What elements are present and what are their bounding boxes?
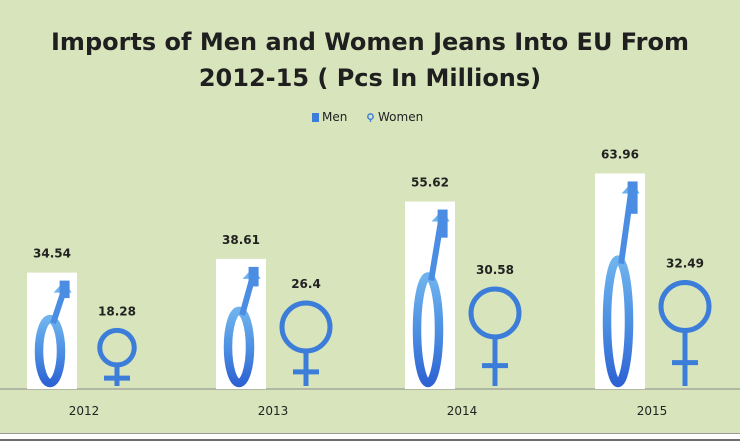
data-label-women-2014: 30.58 bbox=[476, 263, 514, 277]
legend-label-women: Women bbox=[378, 110, 424, 124]
female-symbol-icon bbox=[97, 327, 137, 368]
legend-swatch-men bbox=[312, 112, 319, 122]
legend-entry-women: Women bbox=[366, 110, 423, 124]
legend-entry-men: Men bbox=[312, 110, 347, 124]
male-symbol-icon bbox=[602, 181, 640, 388]
bar-men-2012 bbox=[27, 272, 77, 389]
data-label-men-2014: 55.62 bbox=[411, 176, 449, 190]
male-symbol-icon bbox=[34, 280, 72, 388]
bar-women-2015 bbox=[658, 280, 712, 386]
bar-men-2013 bbox=[216, 258, 266, 389]
data-label-women-2013: 26.4 bbox=[291, 277, 321, 291]
bar-women-2012 bbox=[97, 327, 137, 386]
data-label-men-2015: 63.96 bbox=[601, 147, 639, 161]
data-label-women-2015: 32.49 bbox=[666, 257, 704, 271]
bar-men-2015 bbox=[595, 173, 645, 389]
x-tick-label-2014: 2014 bbox=[447, 404, 478, 418]
bar-men-2014 bbox=[405, 201, 455, 389]
female-symbol-icon bbox=[468, 286, 522, 340]
legend: Men Women bbox=[0, 108, 740, 126]
data-label-men-2013: 38.61 bbox=[222, 233, 260, 247]
bar-women-2013 bbox=[279, 300, 333, 386]
data-label-men-2012: 34.54 bbox=[33, 247, 71, 261]
x-tick-label-2012: 2012 bbox=[69, 404, 100, 418]
x-tick-label-2013: 2013 bbox=[258, 404, 289, 418]
male-symbol-icon bbox=[223, 266, 261, 388]
chart-title-line-2: 2012-15 ( Pcs In Millions) bbox=[198, 64, 542, 92]
x-tick-label-2015: 2015 bbox=[637, 404, 668, 418]
bar-women-2014 bbox=[468, 286, 522, 386]
page-edge-line bbox=[0, 439, 740, 441]
legend-label-men: Men bbox=[322, 110, 348, 124]
chart-title-line-1: Imports of Men and Women Jeans Into EU F… bbox=[51, 28, 689, 56]
female-symbol-icon bbox=[279, 300, 333, 354]
chart-title: Imports of Men and Women Jeans Into EU F… bbox=[0, 24, 740, 96]
female-legend-icon bbox=[367, 112, 374, 122]
data-label-women-2012: 18.28 bbox=[98, 304, 136, 318]
female-symbol-icon bbox=[658, 280, 712, 334]
male-symbol-icon bbox=[412, 209, 450, 388]
